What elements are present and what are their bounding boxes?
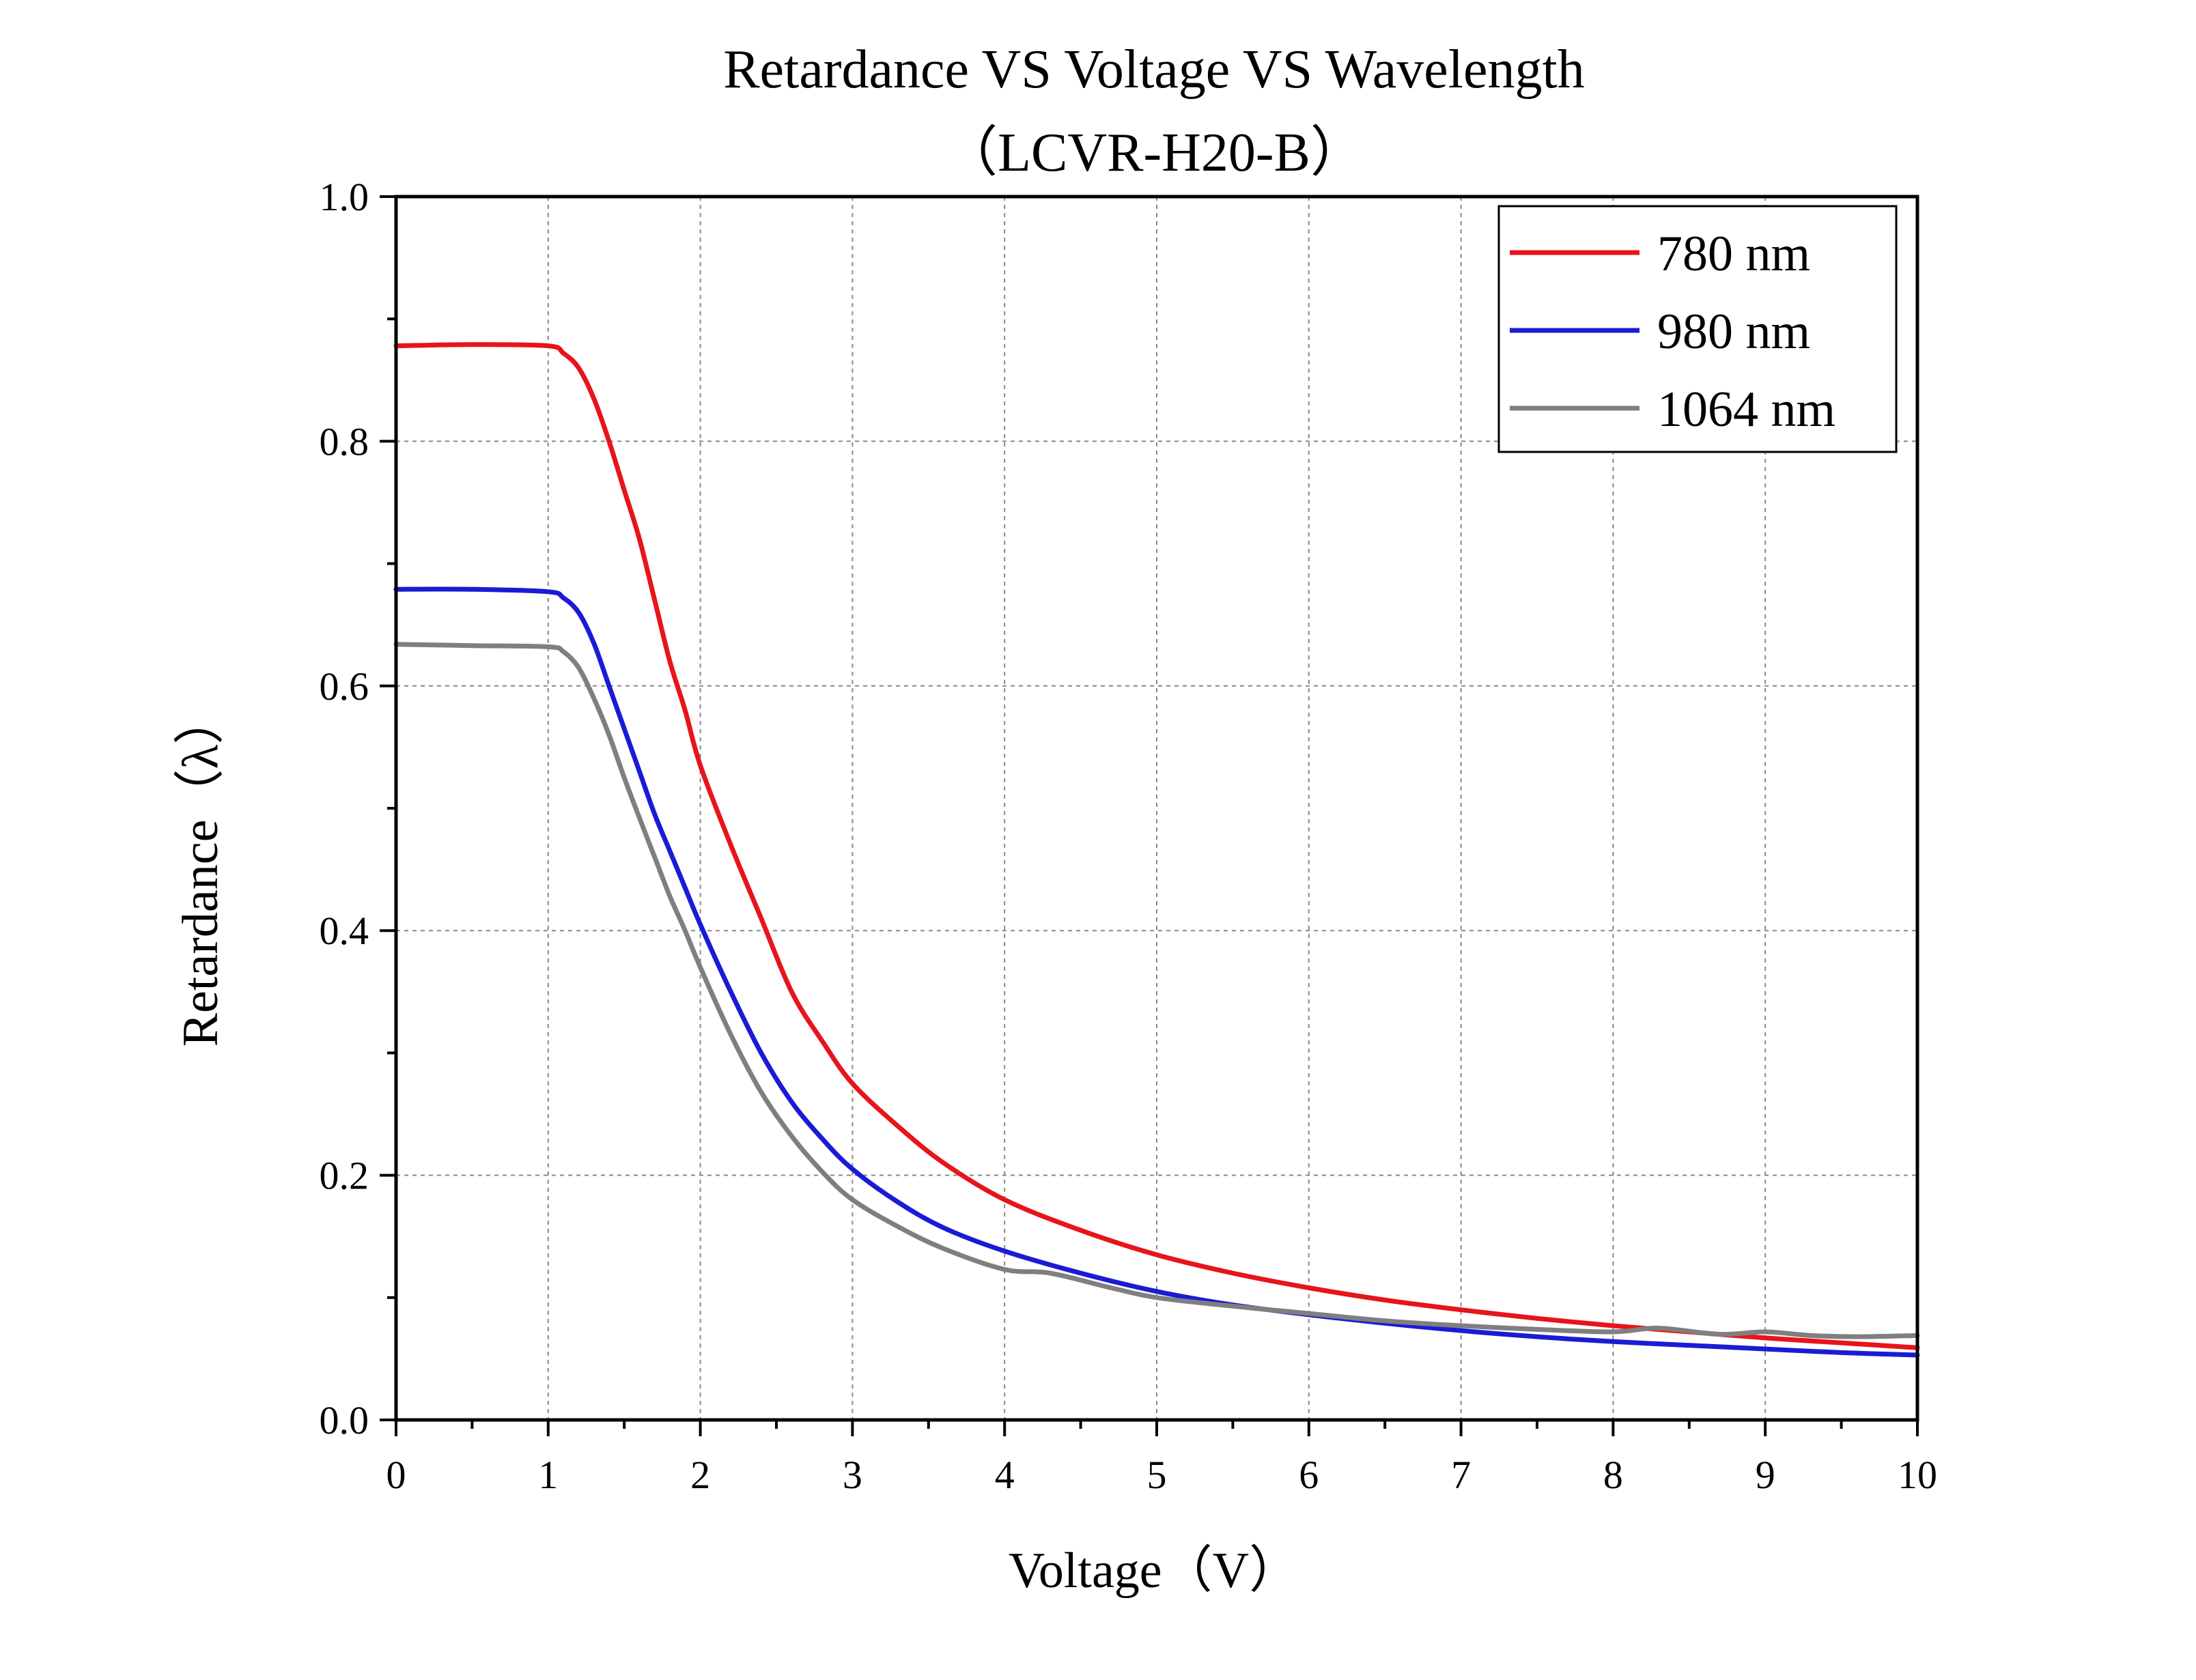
series-lines bbox=[393, 342, 1920, 1358]
axis-ticks bbox=[380, 195, 1919, 1436]
series-line-780-nm bbox=[393, 342, 1920, 1350]
series-line-980-nm bbox=[393, 586, 1920, 1358]
legend-label: 1064 nm bbox=[1657, 382, 1835, 438]
x-axis-label: Voltage（V） bbox=[1009, 1543, 1299, 1599]
y-axis-label: Retardance（λ） bbox=[173, 694, 229, 1047]
legend-label: 980 nm bbox=[1657, 304, 1810, 360]
y-tick-label: 0.2 bbox=[320, 1154, 369, 1198]
grid bbox=[396, 197, 1917, 1420]
x-tick-label: 9 bbox=[1756, 1453, 1775, 1497]
chart-title: Retardance VS Voltage VS Wavelength bbox=[723, 40, 1585, 100]
y-tick-label: 0.6 bbox=[320, 664, 369, 709]
x-tick-label: 10 bbox=[1898, 1453, 1937, 1497]
series-line-1064-nm bbox=[393, 642, 1920, 1339]
y-tick-label: 0.0 bbox=[320, 1398, 369, 1442]
x-tick-label: 2 bbox=[690, 1453, 710, 1497]
x-tick-label: 1 bbox=[538, 1453, 558, 1497]
legend: 780 nm 980 nm 1064 nm bbox=[1497, 205, 1898, 453]
y-tick-labels: 0.0 0.2 0.4 0.6 0.8 1.0 bbox=[320, 175, 369, 1442]
x-tick-label: 3 bbox=[843, 1453, 862, 1497]
y-tick-label: 0.4 bbox=[320, 909, 369, 953]
chart-subtitle: （LCVR-H20-B） bbox=[943, 123, 1365, 183]
y-tick-label: 0.8 bbox=[320, 419, 369, 464]
y-tick-label: 1.0 bbox=[320, 175, 369, 219]
x-tick-label: 6 bbox=[1299, 1453, 1319, 1497]
x-tick-label: 4 bbox=[995, 1453, 1015, 1497]
x-tick-label: 8 bbox=[1603, 1453, 1623, 1497]
x-tick-label: 7 bbox=[1451, 1453, 1471, 1497]
x-tick-label: 5 bbox=[1147, 1453, 1167, 1497]
legend-label: 780 nm bbox=[1657, 226, 1810, 282]
x-tick-labels: 0 1 2 3 4 5 6 7 8 9 10 bbox=[386, 1453, 1938, 1497]
x-tick-label: 0 bbox=[386, 1453, 406, 1497]
